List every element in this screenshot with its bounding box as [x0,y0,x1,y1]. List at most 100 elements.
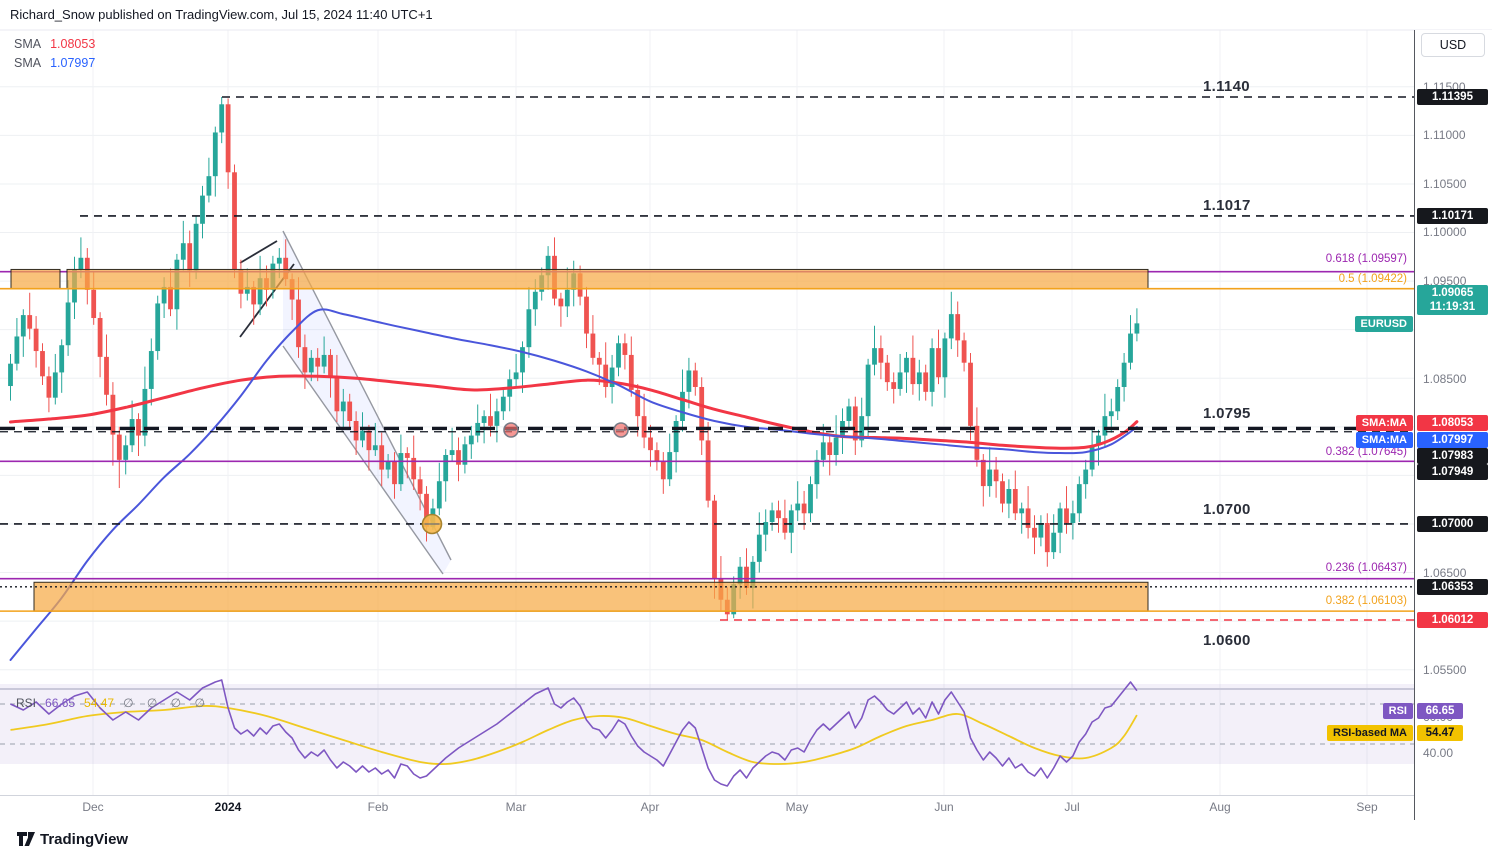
price-label-box: 54.47 [1417,725,1463,741]
candle-body [936,348,941,378]
candle-body [744,566,749,589]
rsi-ma-value: 54.47 [84,696,115,710]
candle-body [46,376,52,398]
candle-body [808,484,813,514]
candle-body [558,298,564,307]
candle-body [846,406,852,421]
legend-rsi[interactable]: RSI 66.65 54.47 ∅ ∅ ∅ ∅ [16,696,210,710]
trendline[interactable] [239,240,278,264]
candle-body [91,289,97,319]
candle-body [193,223,199,271]
sma-fast-line[interactable] [9,374,1139,450]
indicator-tag-rsi-based-ma: RSI-based MA [1327,725,1413,741]
candle-body [148,351,154,389]
candle-body [705,440,711,501]
candle-body [315,357,321,367]
candle-body [1006,489,1012,504]
candle-body [219,104,225,133]
candle-body [372,445,378,451]
supply-demand-zone[interactable] [10,268,61,290]
price-label-box: 1.07000 [1417,516,1488,532]
candle-body [833,437,839,455]
rsi-line[interactable] [10,679,1138,787]
candles[interactable] [8,97,1140,620]
candle-body [1025,508,1031,528]
fib-level-text: 0.382 (1.07645) [1325,446,1407,458]
candle-body [788,510,794,533]
candle-body [584,296,589,334]
candle-body [756,534,762,562]
supply-demand-zone[interactable] [66,268,1149,290]
candle-body [385,461,391,470]
candle-body [1000,481,1005,504]
candle-body [180,243,186,260]
tradingview-brand[interactable]: TradingView [40,831,129,848]
candle-body [680,391,685,421]
descending-channel-fill[interactable] [283,231,451,574]
candle-body [1012,489,1018,514]
candle-body [232,172,237,270]
indicator-tag-sma-ma: SMA:MA [1355,415,1413,431]
candle-body [456,450,461,465]
last-price-box: 1.09065 11:19:31 [1417,285,1488,315]
candle-body [513,372,519,380]
candle-body [532,291,538,310]
candle-body [20,315,26,337]
legend-sma-fast[interactable]: SMA 1.08053 [14,36,95,52]
tradingview-logo-icon[interactable] [16,830,36,848]
time-tick-sep: Sep [1356,800,1378,814]
indicator-tag-eurusd: EURUSD [1354,316,1413,332]
sma-slow-label: SMA [14,56,42,70]
rsi-ma-line[interactable] [10,705,1138,766]
candle-body [865,364,871,417]
candle-body [1038,523,1044,538]
candle-body [1057,508,1063,533]
candle-body [1128,333,1133,363]
candle-body [244,286,250,294]
candle-body [520,347,525,373]
candle-body [712,500,717,579]
candle-body [500,396,506,412]
candle-body [468,435,474,445]
candle-body [212,132,218,177]
currency-toggle-button[interactable]: USD [1421,33,1485,57]
candle-body [123,445,129,460]
candle-body [398,453,404,485]
channel-lower-line[interactable] [282,345,444,575]
candle-body [360,430,365,441]
candle-body [353,420,359,441]
candle-body [1115,386,1121,412]
bar-countdown: 11:19:31 [1429,301,1476,313]
candle-body [852,406,858,441]
candle-body [942,338,948,378]
candle-body [283,257,289,280]
price-axis[interactable]: 1.09065 11:19:31 1.11500 1.11000 1.10500 1.… [1414,30,1492,820]
candle-body [436,481,442,509]
candle-body [302,347,308,373]
legend-sma-slow[interactable]: SMA 1.07997 [14,55,95,71]
candle-body [1102,416,1108,436]
candle-body [648,437,653,451]
time-axis[interactable]: Dec 2024 Feb Mar Apr May Jun Jul Aug Sep [0,795,1414,822]
candle-body [33,328,39,352]
candle-body [1064,508,1069,524]
candle-body [929,348,935,392]
candle-body [622,343,628,355]
candle-body [475,422,481,436]
candle-body [366,430,372,451]
candle-body [392,461,397,485]
candle-body [1083,469,1089,485]
candle-body [1089,445,1095,470]
sma-slow-line[interactable] [9,308,1138,661]
rsi-band-fill [0,684,1414,764]
candle-body [411,457,417,480]
publish-byline: Richard_Snow published on TradingView.co… [10,7,433,22]
candle-body [494,411,500,426]
candle-body [155,303,161,352]
sma-fast-label: SMA [14,37,42,51]
time-tick-jul: Jul [1064,800,1080,814]
candle-body [545,255,551,276]
price-label-box: 1.07997 [1417,432,1488,448]
rsi-label: RSI [16,696,37,710]
